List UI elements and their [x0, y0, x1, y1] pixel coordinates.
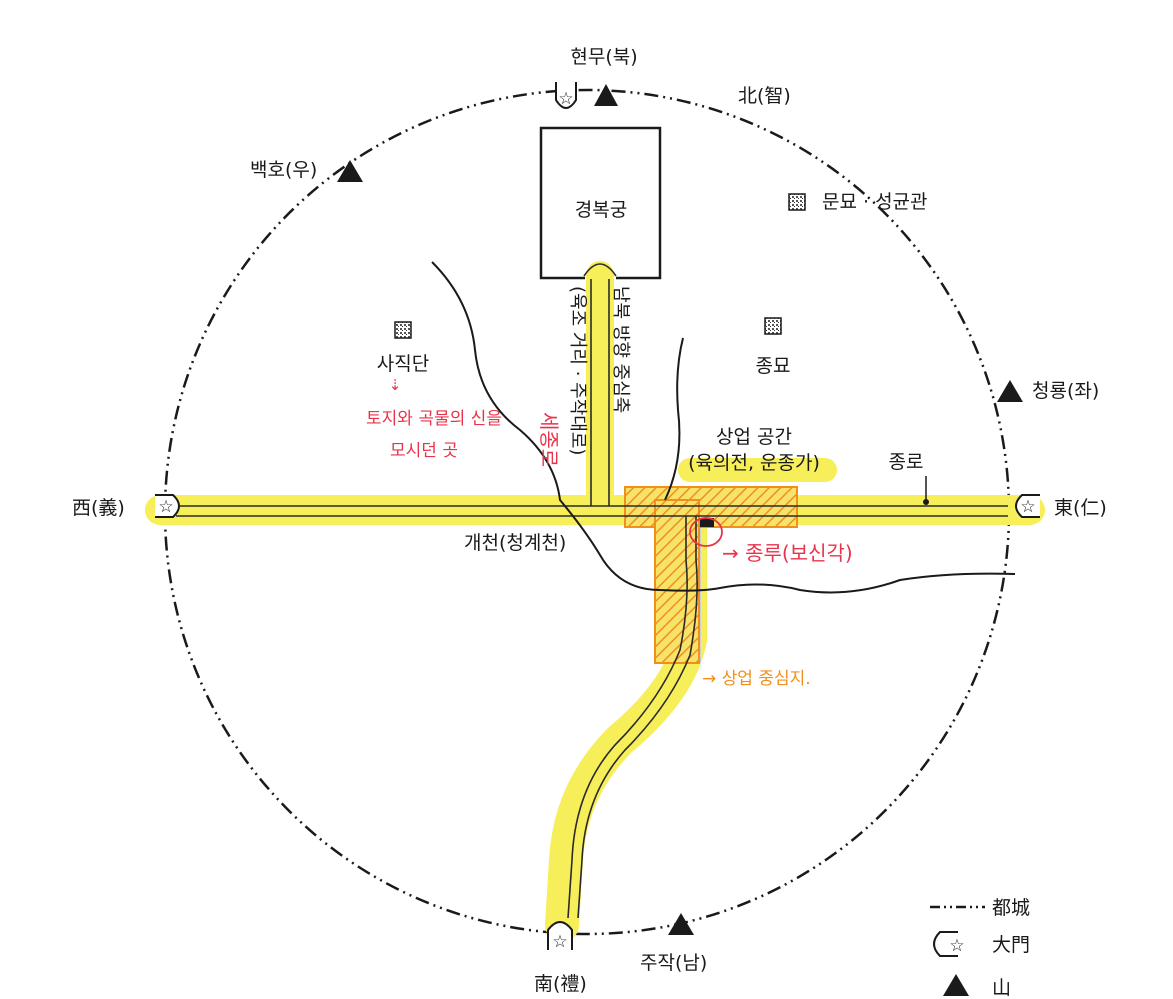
jongno-pointer-dot — [923, 499, 929, 505]
note-sajik-line2: 모시던 곳 — [390, 441, 458, 461]
note-commerce-center: → 상업 중심지. — [702, 669, 811, 689]
label-west-gate: 西(義) — [72, 497, 125, 519]
legend-mountain-icon — [943, 974, 969, 996]
road-lines — [176, 263, 1008, 919]
mountain-icon — [337, 160, 363, 182]
label-jongno: 종로 — [889, 451, 924, 473]
mountain-icon — [668, 913, 694, 935]
label-palace: 경복궁 — [575, 199, 627, 221]
handwritten-arrow: ⇣ — [389, 376, 402, 394]
stream-branch — [664, 337, 684, 501]
label-east-mountain: 청룡(좌) — [1032, 380, 1099, 402]
jongru-circle — [689, 517, 723, 547]
label-jongmyo: 종묘 — [756, 355, 791, 377]
munmyo-marker-icon — [788, 193, 806, 211]
highlighted-roads — [145, 261, 1045, 942]
label-commerce-sub: (육의전, 운종가) — [688, 452, 820, 474]
sajikdan-marker-icon — [394, 321, 412, 339]
label-west-mountain: 백호(우) — [250, 159, 317, 181]
label-east-gate: 東(仁) — [1054, 497, 1107, 519]
mountain-icon — [594, 84, 618, 106]
label-north-virtue: 北(智) — [738, 85, 791, 107]
label-north: 현무(북) — [570, 46, 637, 68]
label-gaecheon: 개천(청계천) — [464, 532, 566, 554]
star-icon: ☆ — [558, 89, 573, 109]
label-axis-yukjo: (육조 거리 · 주작대로) — [567, 286, 588, 455]
legend-wall-label: 都城 — [992, 897, 1030, 919]
label-south-mountain: 주작(남) — [640, 952, 707, 974]
jongru-marker-icon — [700, 518, 714, 527]
label-axis-north-south: 남북 방향 중심축 — [610, 286, 631, 413]
gyeongbokgung-outline — [539, 126, 662, 280]
label-sajikdan: 사직단 — [377, 353, 429, 375]
east-gate: ☆ — [1015, 494, 1040, 518]
label-commerce-title: 상업 공간 — [716, 426, 792, 448]
jongmyo-marker-icon — [764, 317, 782, 335]
north-gate: ☆ — [555, 82, 577, 109]
legend-mountain-label: 山 — [992, 977, 1011, 999]
legend: 都城 ☆ 大門 山 — [930, 897, 1030, 999]
legend-gate-label: 大門 — [992, 934, 1030, 956]
label-munmyo: 문묘 · 성균관 — [822, 191, 928, 213]
gaecheon-stream — [431, 261, 1016, 594]
label-south-gate: 南(禮) — [534, 973, 587, 995]
star-icon: ☆ — [158, 497, 173, 517]
legend-star-icon: ☆ — [949, 936, 964, 956]
mountain-icon — [997, 380, 1023, 402]
west-gate: ☆ — [155, 494, 180, 518]
note-jongru: → 종루(보신각) — [722, 541, 853, 565]
note-sejong-road: 세종로 — [537, 412, 561, 467]
south-gate: ☆ — [547, 921, 573, 952]
note-sajik-line1: 토지와 곡물의 신을 — [366, 409, 502, 429]
star-icon: ☆ — [1020, 497, 1035, 517]
commercial-zone — [624, 486, 798, 664]
star-icon: ☆ — [552, 932, 567, 952]
